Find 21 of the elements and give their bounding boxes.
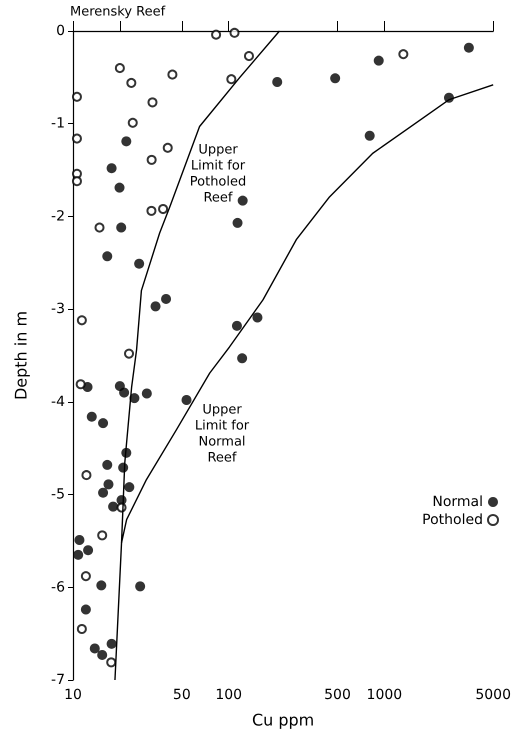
text: Merensky Reef: [70, 4, 166, 20]
x-tick-label: 500: [324, 687, 351, 703]
y-tick-label: -2: [51, 208, 65, 224]
x-tick-label: 100: [215, 687, 242, 703]
annotation: Upper Limit for Potholed Reef: [190, 142, 246, 206]
annotation: Upper Limit for Normal Reef: [194, 402, 250, 466]
x-tick-label: 50: [172, 687, 191, 703]
y-tick-label: -1: [51, 116, 65, 132]
y-tick-label: -3: [51, 301, 65, 318]
y-tick-label: -5: [51, 486, 65, 503]
y-axis-title: Depth in m: [12, 310, 30, 400]
legend-label: Potholed: [422, 512, 483, 528]
x-tick-label: 5000: [475, 687, 512, 703]
y-tick-label: -7: [51, 672, 65, 688]
x-tick-label: 10: [64, 687, 82, 703]
legend-label: Normal: [432, 494, 483, 510]
x-axis-title: Cu ppm: [252, 710, 314, 730]
y-tick-label: -6: [51, 579, 66, 596]
y-tick-label: -4: [51, 394, 66, 410]
x-tick-label: 1000: [366, 687, 402, 703]
y-tick-label: 0: [56, 23, 65, 39]
